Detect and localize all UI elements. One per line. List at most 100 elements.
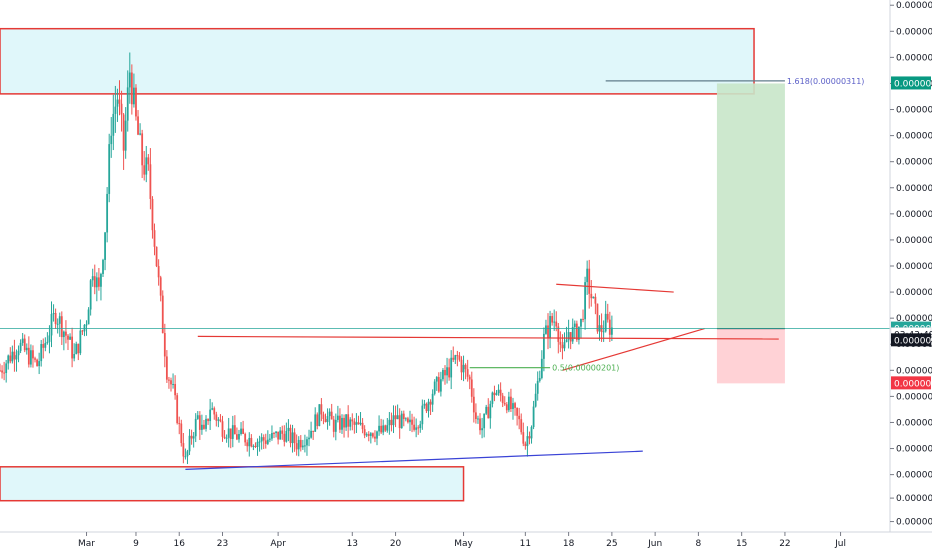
candle-body bbox=[256, 441, 259, 447]
candle-body bbox=[499, 389, 502, 396]
candle-body bbox=[283, 433, 286, 442]
candle-body bbox=[429, 401, 432, 405]
candle-body bbox=[437, 377, 440, 392]
candle bbox=[330, 403, 333, 420]
candle-body bbox=[489, 403, 492, 419]
candle-body bbox=[124, 120, 127, 151]
candle-body bbox=[188, 435, 191, 452]
candle bbox=[477, 415, 479, 424]
candle-body bbox=[137, 116, 139, 135]
candle-body bbox=[567, 332, 570, 340]
x-tick-label: Jul bbox=[834, 539, 846, 549]
candle-body bbox=[104, 232, 106, 260]
candle-body bbox=[306, 439, 308, 446]
candle bbox=[130, 64, 133, 115]
price-tag-bg bbox=[891, 76, 931, 90]
candle bbox=[326, 408, 329, 430]
candle-body bbox=[351, 419, 354, 422]
candle bbox=[569, 332, 572, 350]
candle bbox=[586, 260, 589, 295]
candle bbox=[153, 223, 156, 256]
candle bbox=[17, 345, 20, 363]
candle bbox=[462, 355, 465, 382]
candle-body bbox=[549, 316, 551, 338]
candle-body bbox=[135, 87, 137, 117]
candle-body bbox=[13, 351, 16, 360]
candle bbox=[516, 407, 519, 426]
y-tick-label: 0.00000160 bbox=[896, 471, 932, 481]
candle bbox=[279, 427, 282, 440]
candle bbox=[165, 350, 168, 383]
candle bbox=[182, 432, 185, 464]
x-tick-label: 8 bbox=[696, 539, 702, 549]
candle-body bbox=[174, 383, 177, 396]
candle bbox=[565, 326, 568, 343]
candle-body bbox=[435, 377, 438, 382]
candle-body bbox=[551, 316, 554, 323]
candle-body bbox=[161, 295, 164, 334]
candle bbox=[415, 418, 418, 438]
candle-body bbox=[324, 418, 327, 423]
candle-body bbox=[608, 319, 611, 335]
candle bbox=[1, 365, 3, 379]
candle-body bbox=[153, 230, 156, 247]
candle-body bbox=[516, 407, 519, 416]
candle bbox=[320, 398, 323, 422]
candle-body bbox=[85, 324, 88, 326]
candle-body bbox=[248, 437, 251, 447]
candle-body bbox=[250, 437, 253, 447]
y-tick-label: 0.00000220 bbox=[896, 314, 932, 324]
candle-body bbox=[40, 344, 43, 362]
candle bbox=[396, 404, 399, 420]
candle-body bbox=[244, 433, 247, 443]
candle bbox=[268, 434, 271, 443]
candle-body bbox=[178, 423, 181, 425]
candle-body bbox=[421, 405, 424, 425]
candle bbox=[578, 326, 580, 345]
x-tick-label: 16 bbox=[174, 539, 186, 549]
candle-body bbox=[386, 425, 389, 431]
candle bbox=[497, 384, 500, 396]
candle-body bbox=[71, 336, 74, 359]
candle-body bbox=[582, 318, 584, 320]
candle-body bbox=[320, 404, 323, 415]
candle bbox=[188, 429, 191, 455]
candle-body bbox=[534, 393, 537, 407]
candle-body bbox=[444, 369, 446, 376]
candle-body bbox=[75, 343, 78, 354]
price-tag: 0.00000195 bbox=[891, 376, 932, 390]
candle bbox=[322, 411, 325, 425]
candle bbox=[192, 432, 195, 448]
candle bbox=[23, 334, 26, 353]
candle-body bbox=[339, 415, 341, 430]
candle-body bbox=[133, 87, 135, 105]
candle-body bbox=[87, 309, 90, 325]
candle bbox=[213, 406, 216, 420]
candle-body bbox=[468, 376, 471, 380]
candle-body bbox=[561, 344, 564, 349]
candle bbox=[334, 413, 337, 441]
candle bbox=[159, 275, 162, 302]
candle-body bbox=[229, 428, 232, 439]
candle-body bbox=[221, 421, 224, 437]
candle bbox=[252, 444, 255, 451]
candle-body bbox=[464, 364, 467, 370]
candle bbox=[532, 400, 535, 430]
candle bbox=[91, 268, 94, 287]
candle-body bbox=[11, 351, 14, 362]
candle bbox=[75, 341, 78, 355]
candle bbox=[83, 324, 86, 337]
candle bbox=[248, 432, 251, 457]
candle bbox=[215, 411, 218, 427]
candle bbox=[95, 272, 98, 302]
x-tick-label: 22 bbox=[779, 539, 790, 549]
candle bbox=[427, 398, 430, 418]
x-tick-label: 18 bbox=[563, 539, 575, 549]
candle bbox=[110, 117, 113, 158]
candle bbox=[297, 436, 300, 457]
candle bbox=[180, 419, 183, 447]
candle bbox=[419, 420, 422, 433]
y-tick-label: 0.00000250 bbox=[896, 236, 932, 246]
candle-body bbox=[271, 433, 273, 439]
